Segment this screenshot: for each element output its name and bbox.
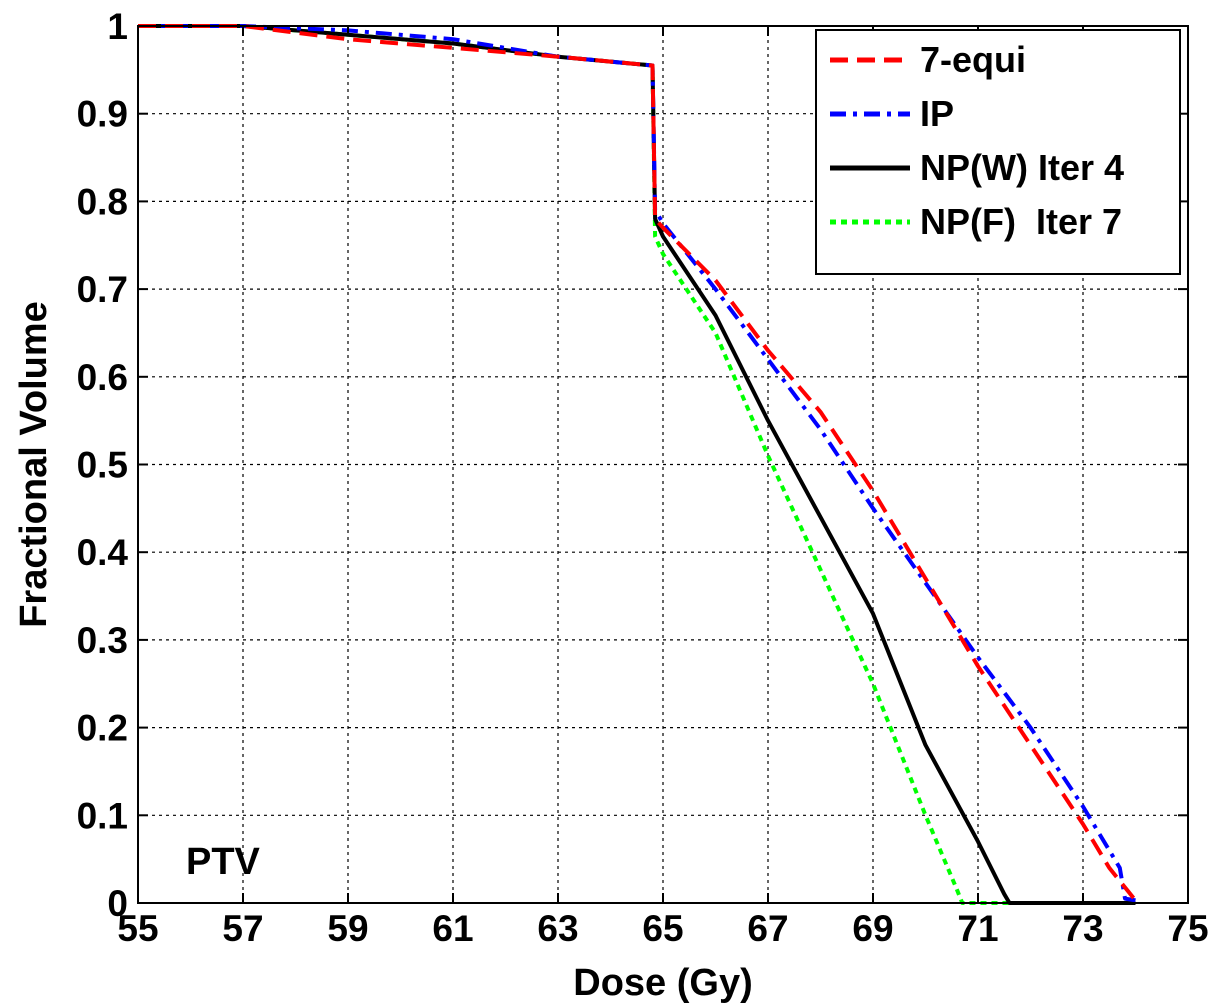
legend-label-4: NP(F) Iter 7 bbox=[920, 201, 1122, 242]
x-tick-label: 61 bbox=[432, 908, 473, 949]
legend: 7-equi IP NP(W) Iter 4 NP(F) Iter 7 bbox=[815, 29, 1181, 275]
x-tick-label: 69 bbox=[852, 908, 893, 949]
x-axis-title: Dose (Gy) bbox=[573, 962, 752, 1004]
series-line-2 bbox=[138, 24, 1136, 903]
series-line-1 bbox=[138, 24, 1140, 905]
legend-label-1: 7-equi bbox=[920, 39, 1026, 80]
series-lines bbox=[138, 24, 1140, 905]
y-axis-title: Fractional Volume bbox=[13, 301, 55, 628]
y-tick-label: 0 bbox=[107, 883, 128, 924]
x-tick-label: 75 bbox=[1167, 908, 1208, 949]
x-tick-label: 63 bbox=[537, 908, 578, 949]
y-tick-label: 0.8 bbox=[77, 181, 128, 222]
y-tick-label: 1 bbox=[107, 6, 128, 47]
legend-box bbox=[815, 29, 1181, 275]
y-tick-label: 0.6 bbox=[77, 357, 128, 398]
y-tick-label: 0.5 bbox=[77, 445, 128, 486]
x-tick-label: 57 bbox=[222, 908, 263, 949]
grid-lines bbox=[138, 26, 1188, 903]
y-tick-label: 0.1 bbox=[77, 795, 128, 836]
y-tick-label: 0.3 bbox=[77, 620, 128, 661]
ptv-annotation: PTV bbox=[186, 841, 261, 883]
x-tick-label: 55 bbox=[117, 908, 158, 949]
x-tick-label: 65 bbox=[642, 908, 683, 949]
series-line-3 bbox=[138, 24, 1136, 905]
x-tick-label: 67 bbox=[747, 908, 788, 949]
x-tick-label: 59 bbox=[327, 908, 368, 949]
y-tick-label: 0.4 bbox=[77, 532, 129, 573]
y-tick-label: 0.7 bbox=[77, 269, 128, 310]
legend-label-2: IP bbox=[920, 93, 954, 134]
legend-label-3: NP(W) Iter 4 bbox=[920, 147, 1124, 188]
axis-ticks bbox=[137, 25, 1189, 904]
series-line-4 bbox=[138, 24, 1136, 905]
x-tick-label: 73 bbox=[1062, 908, 1103, 949]
y-tick-label: 0.2 bbox=[77, 708, 128, 749]
x-tick-label: 71 bbox=[957, 908, 998, 949]
y-tick-label: 0.9 bbox=[77, 94, 128, 135]
tick-labels: 55 57 59 61 63 65 67 69 71 73 75 0 0.1 0.2 0.3 0.4 0.5 0.… bbox=[77, 6, 1209, 949]
